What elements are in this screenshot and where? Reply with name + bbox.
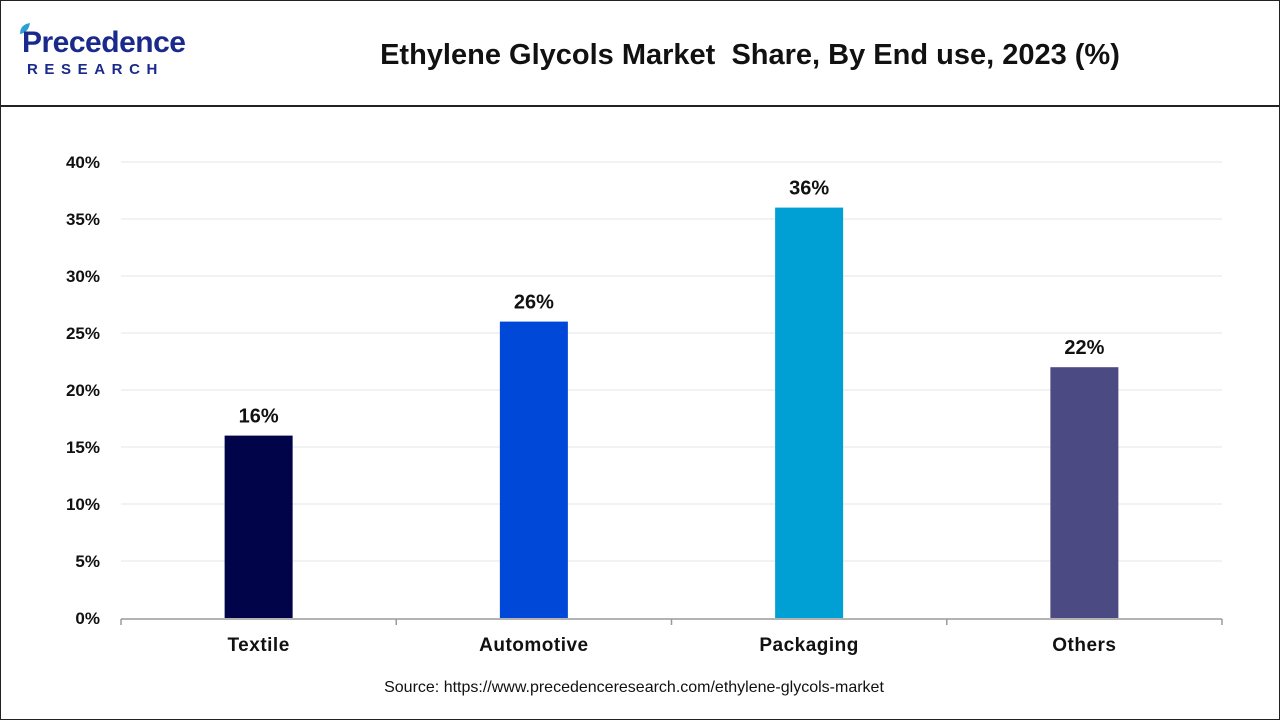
logo-subtitle: RESEARCH bbox=[27, 61, 164, 78]
y-tick-label: 20% bbox=[66, 381, 100, 400]
y-tick-label: 10% bbox=[66, 495, 100, 514]
brand-logo: Precedence RESEARCH bbox=[20, 23, 212, 82]
x-tick-label: Automotive bbox=[479, 635, 589, 656]
leaf-icon bbox=[20, 23, 30, 34]
data-label: 16% bbox=[239, 406, 279, 428]
y-tick-label: 5% bbox=[75, 552, 100, 571]
bar-automotive bbox=[499, 321, 568, 618]
source-note: Source: https://www.precedenceresearch.c… bbox=[384, 679, 884, 696]
data-label: 36% bbox=[789, 178, 829, 200]
x-tick-label: Packaging bbox=[759, 635, 859, 656]
y-tick-label: 0% bbox=[75, 609, 100, 628]
x-tick-label: Others bbox=[1052, 635, 1116, 656]
x-tick-label: Textile bbox=[227, 635, 289, 656]
chart-title: Ethylene Glycols Market Share, By End us… bbox=[380, 39, 1120, 71]
bar-others bbox=[1050, 367, 1119, 618]
y-tick-label: 25% bbox=[66, 324, 100, 343]
y-tick-label: 35% bbox=[66, 210, 100, 229]
y-tick-label: 30% bbox=[66, 267, 100, 286]
y-tick-label: 15% bbox=[66, 438, 100, 457]
data-label: 26% bbox=[514, 292, 554, 314]
data-label: 22% bbox=[1064, 337, 1104, 359]
header: Precedence RESEARCH Ethylene Glycols Mar… bbox=[0, 0, 1280, 107]
y-tick-label: 40% bbox=[66, 153, 100, 172]
bar-packaging bbox=[775, 207, 844, 618]
logo-wordmark: Precedence bbox=[22, 26, 186, 59]
bar-textile bbox=[224, 435, 293, 618]
